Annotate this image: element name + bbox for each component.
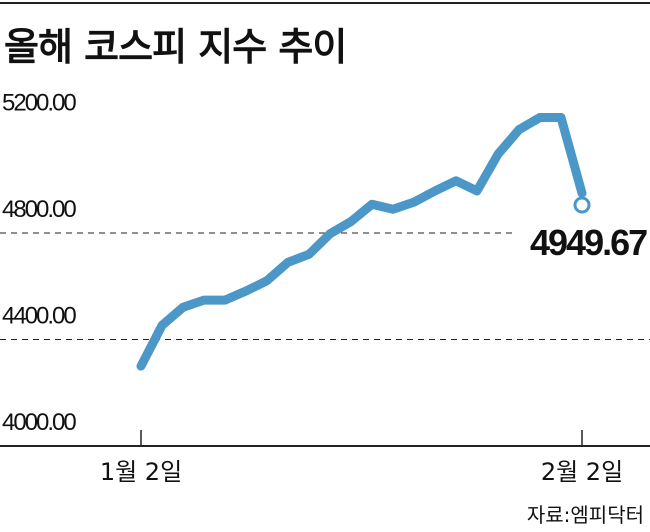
- x-tick-label: 2월 2일: [541, 458, 623, 486]
- y-tick-label: 4000.00: [2, 409, 76, 436]
- x-tick-label: 1월 2일: [100, 458, 182, 486]
- end-value-label: 4949.67: [530, 222, 647, 263]
- source-note: 자료:엠피닥터: [526, 503, 644, 527]
- y-tick-label: 5200.00: [2, 90, 76, 117]
- end-point-marker: [573, 196, 591, 214]
- top-rule: [0, 2, 650, 4]
- y-tick-label: 4400.00: [2, 303, 76, 330]
- chart-title: 올해 코스피 지수 추이: [4, 25, 347, 69]
- series-line: [136, 112, 587, 371]
- y-tick-label: 4800.00: [2, 196, 76, 223]
